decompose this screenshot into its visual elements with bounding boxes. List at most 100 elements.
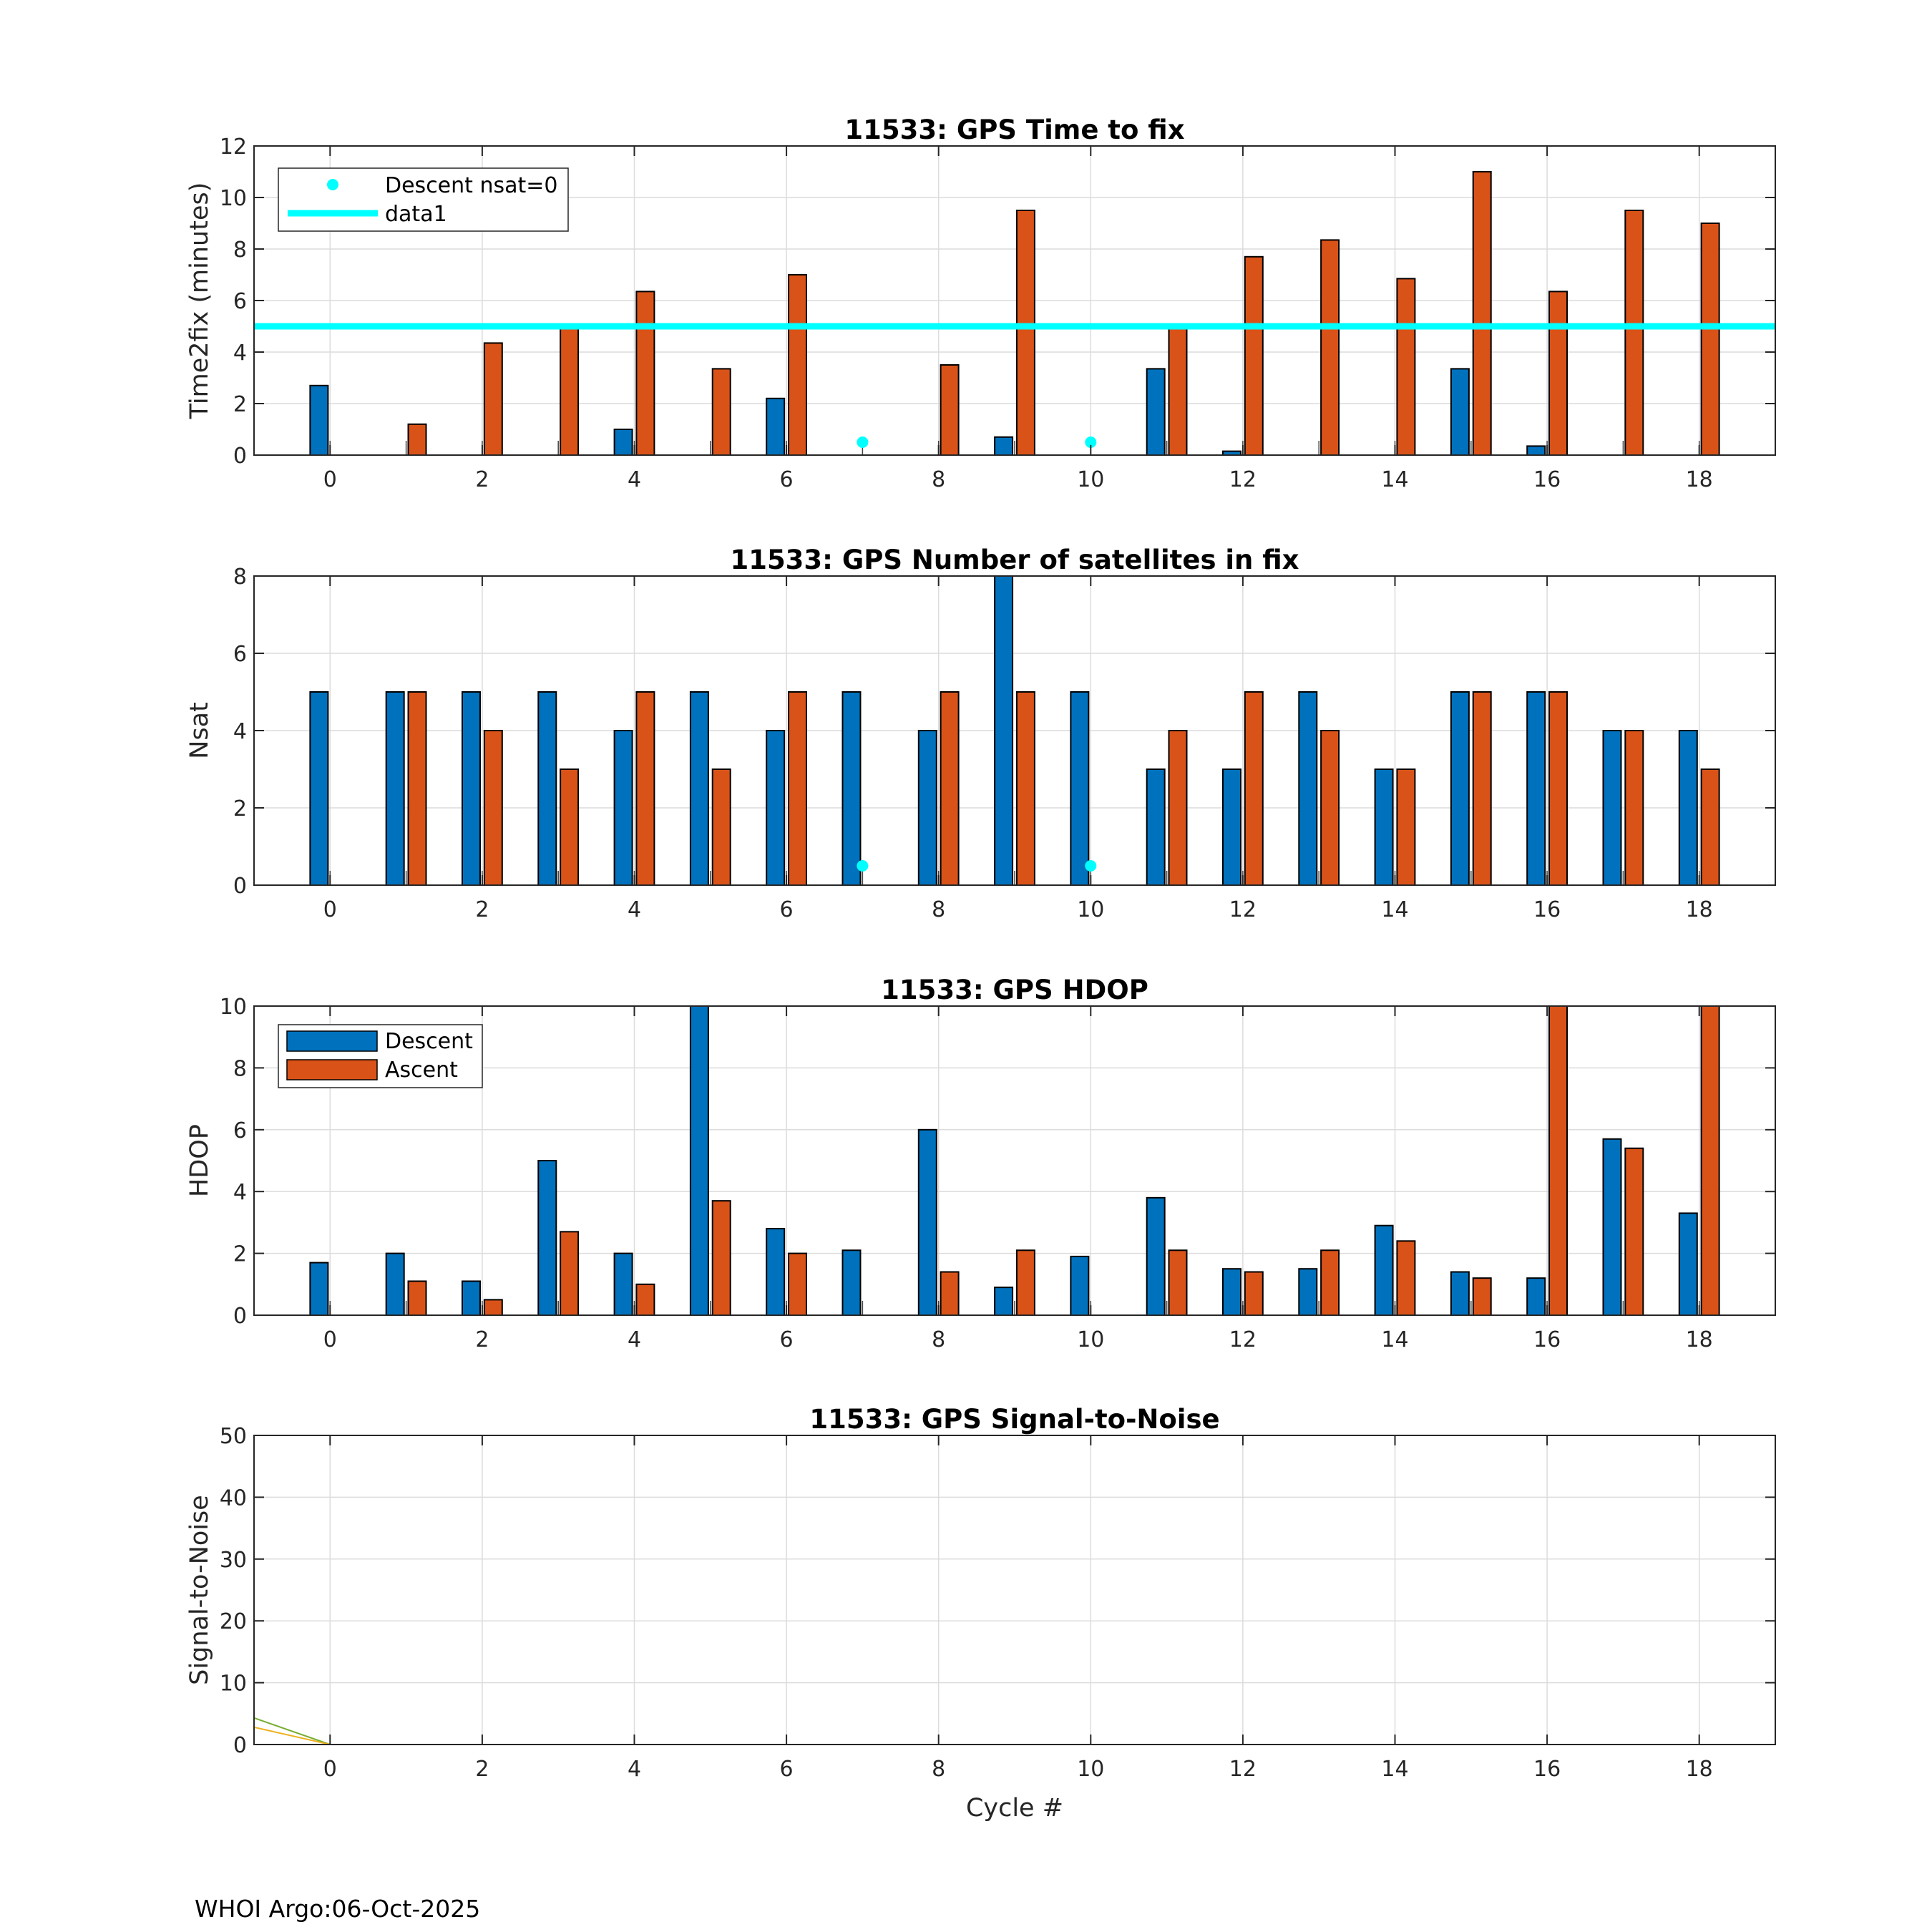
descent-bar — [613, 730, 633, 885]
descent-bar — [917, 730, 937, 885]
ascent-bar — [407, 1280, 427, 1315]
descent-bar — [1450, 368, 1470, 455]
ascent-bar — [1168, 730, 1188, 885]
x-tick-label: 8 — [932, 467, 945, 492]
x-tick-label: 8 — [932, 897, 945, 922]
ascent-bar — [483, 342, 503, 455]
descent-bar — [385, 691, 405, 885]
legend-label: Descent nsat=0 — [385, 173, 557, 198]
ascent-bar — [560, 769, 580, 885]
x-tick-label: 4 — [628, 1757, 641, 1782]
y-tick-label: 2 — [233, 392, 247, 417]
descent-bar — [385, 1252, 405, 1315]
x-tick-label: 18 — [1686, 1327, 1713, 1352]
y-tick-label: 2 — [233, 1242, 247, 1267]
snr-series-line — [254, 1717, 1768, 1745]
ascent-bar — [788, 691, 808, 885]
x-tick-label: 8 — [932, 1757, 945, 1782]
nsat-zero-marker — [1085, 436, 1097, 448]
ascent-bar — [788, 1252, 808, 1315]
descent-bar — [613, 429, 633, 455]
plot-content — [309, 576, 1720, 885]
x-tick-label: 8 — [932, 1327, 945, 1352]
descent-bar — [1298, 1268, 1318, 1315]
x-tick-label: 16 — [1533, 467, 1561, 492]
x-tick-label: 18 — [1686, 897, 1713, 922]
axes-box — [253, 1435, 1776, 1745]
x-tick-label: 18 — [1686, 467, 1713, 492]
ascent-bar — [635, 691, 655, 885]
descent-bar — [841, 691, 862, 885]
ascent-bar — [635, 1283, 655, 1315]
y-tick-label: 8 — [233, 565, 247, 590]
ascent-bar — [940, 364, 960, 455]
chart-title: 11533: GPS Signal-to-Noise — [809, 1404, 1219, 1435]
x-tick-label: 12 — [1229, 1757, 1257, 1782]
descent-bar — [537, 1160, 557, 1315]
descent-bar — [1221, 1268, 1241, 1315]
ascent-bar — [1244, 691, 1264, 885]
descent-bar — [766, 397, 786, 455]
descent-bar — [1678, 1212, 1698, 1315]
ascent-bar — [940, 1271, 960, 1315]
descent-bar — [1070, 691, 1090, 885]
x-tick-label: 0 — [323, 467, 337, 492]
descent-bar — [1526, 445, 1546, 455]
y-tick-label: 50 — [220, 1424, 247, 1449]
descent-bar — [613, 1252, 633, 1315]
descent-bar — [537, 691, 557, 885]
nsat-zero-marker — [1085, 860, 1097, 872]
y-axis-label: Signal-to-Noise — [185, 1495, 214, 1685]
ascent-bar — [1244, 1271, 1264, 1315]
ascent-bar — [788, 274, 808, 455]
descent-bar — [309, 384, 329, 455]
descent-bar — [1146, 1196, 1166, 1315]
y-axis-label: Time2fix (minutes) — [185, 182, 214, 420]
x-tick-label: 16 — [1533, 1757, 1561, 1782]
descent-bar — [461, 691, 481, 885]
ascent-bar — [940, 691, 960, 885]
x-tick-label: 12 — [1229, 467, 1257, 492]
descent-bar — [689, 1006, 709, 1315]
snr-series-line — [254, 1726, 1768, 1745]
ascent-bar — [483, 730, 503, 885]
x-tick-label: 0 — [323, 1327, 337, 1352]
ascent-bar — [1168, 1249, 1188, 1315]
y-tick-label: 10 — [220, 186, 247, 211]
ascent-bar — [560, 326, 580, 455]
nsat-zero-marker — [857, 436, 869, 448]
descent-bar — [1374, 1224, 1394, 1315]
ascent-bar — [1700, 223, 1720, 455]
y-tick-label: 4 — [233, 1180, 247, 1205]
y-tick-label: 4 — [233, 719, 247, 744]
x-tick-label: 4 — [628, 1327, 641, 1352]
legend-marker-icon — [327, 179, 338, 190]
panel-1: 0 2 4 6 8 10 12 14 16 18 0 2 4 6 8 10 12 11533: GPS Time … — [185, 114, 1776, 492]
y-tick-label: 8 — [233, 238, 247, 263]
y-tick-label: 10 — [220, 995, 247, 1020]
x-tick-label: 12 — [1229, 897, 1257, 922]
nsat-zero-marker — [857, 860, 869, 872]
x-tick-label: 2 — [475, 1757, 489, 1782]
ascent-bar — [1548, 691, 1568, 885]
ascent-bar — [1015, 210, 1035, 455]
ascent-bar — [1320, 730, 1340, 885]
legend-descent-swatch — [286, 1030, 378, 1052]
legend: Descent Ascent — [278, 1024, 483, 1088]
x-tick-label: 16 — [1533, 897, 1561, 922]
descent-bar — [1298, 691, 1318, 885]
legend-label: Ascent — [385, 1058, 458, 1083]
descent-bar — [1526, 1277, 1546, 1315]
descent-bar — [1374, 769, 1394, 885]
x-tick-label: 4 — [628, 467, 641, 492]
plot-content — [309, 1006, 1720, 1315]
x-tick-label: 16 — [1533, 1327, 1561, 1352]
ascent-bar — [1472, 171, 1492, 455]
y-tick-label: 6 — [233, 642, 247, 667]
x-tick-label: 14 — [1381, 467, 1408, 492]
x-tick-label: 2 — [475, 1327, 489, 1352]
x-tick-label: 10 — [1077, 1757, 1104, 1782]
ascent-bar — [1168, 326, 1188, 455]
y-tick-label: 10 — [220, 1672, 247, 1697]
